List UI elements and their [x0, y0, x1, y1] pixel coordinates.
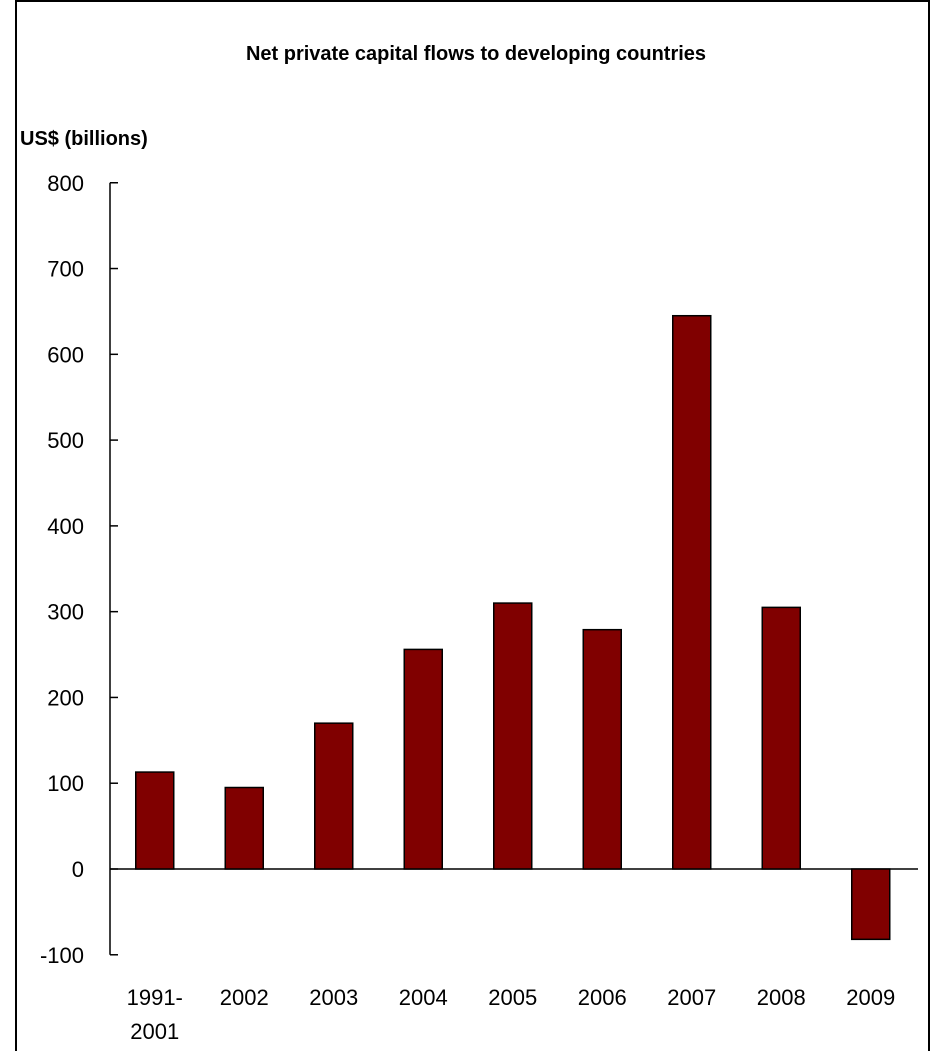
- bar: [493, 602, 533, 870]
- x-tick-label: 2009: [846, 985, 895, 1010]
- x-tick-label: 2005: [488, 985, 537, 1010]
- bar: [314, 722, 354, 870]
- bar: [851, 868, 891, 941]
- y-tick-label: 100: [47, 771, 84, 796]
- x-tick-label: 1991-2001: [127, 985, 183, 1044]
- y-tick-label: 300: [47, 600, 84, 625]
- bar: [224, 786, 264, 870]
- chart-frame: [15, 0, 930, 1051]
- y-tick-label: 800: [47, 171, 84, 196]
- y-tick-label: 600: [47, 342, 84, 367]
- x-tick-label: 2003: [309, 985, 358, 1010]
- y-tick-label: 700: [47, 257, 84, 282]
- x-tick-label: 2004: [399, 985, 448, 1010]
- x-tick-label: 2002: [220, 985, 269, 1010]
- y-tick-label: 500: [47, 428, 84, 453]
- y-tick-label: 400: [47, 514, 84, 539]
- y-axis-label: US$ (billions): [20, 128, 148, 150]
- bar: [582, 628, 622, 870]
- y-tick-label: 200: [47, 685, 84, 710]
- chart-title: Net private capital flows to developing …: [246, 43, 706, 65]
- bar: [135, 771, 175, 870]
- x-tick-label: 2006: [578, 985, 627, 1010]
- bar: [672, 314, 712, 870]
- y-tick-label: -100: [40, 943, 84, 968]
- y-tick-label: 0: [72, 857, 84, 882]
- bar: [761, 606, 801, 870]
- bar: [403, 648, 443, 870]
- x-tick-label: 2008: [757, 985, 806, 1010]
- x-tick-label: 2007: [667, 985, 716, 1010]
